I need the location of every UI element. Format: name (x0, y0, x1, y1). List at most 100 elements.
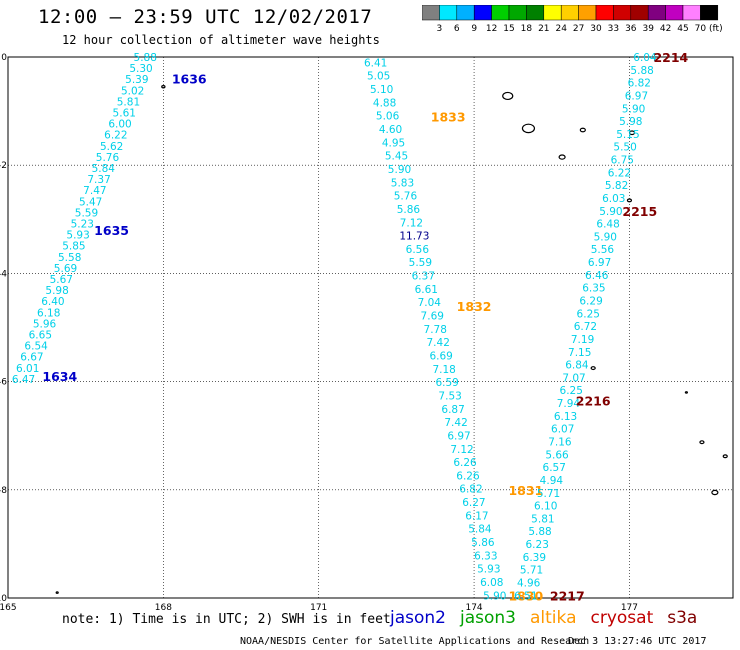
wave-height-value: 6.22 (608, 167, 631, 179)
wave-height-colorbar: 3 6 9 12 15 18 21 24 27 30 33 36 39 42 45 70 (ft) (422, 5, 723, 34)
units-note: note: 1) Time is in UTC; 2) SWH is in fe… (62, 612, 391, 627)
wave-height-value: 5.23 (71, 218, 94, 230)
island-outline (722, 454, 728, 459)
legend-item-s3a: s3a (667, 608, 698, 628)
pass-time-label: 2215 (622, 204, 657, 219)
wave-height-value: 6.47 (12, 374, 35, 386)
source-credit: NOAA/NESDIS Center for Satellite Applica… (240, 636, 590, 647)
jason2-track: 5.885.305.395.025.815.616.006.225.625.76… (12, 52, 207, 386)
wave-height-value: 5.30 (129, 63, 152, 75)
colorbar-tick-label: 18 (521, 24, 533, 34)
wave-height-value: 6.97 (447, 430, 470, 442)
wave-height-value: 6.51 (514, 590, 537, 602)
wave-height-value: 6.56 (406, 244, 430, 256)
wave-height-value: 6.08 (480, 577, 503, 589)
wave-height-value: 5.66 (545, 449, 569, 461)
wave-height-value: 6.69 (429, 350, 452, 362)
wave-height-value: 5.62 (100, 141, 123, 153)
wave-height-value: 4.95 (382, 137, 405, 149)
wave-height-value: 6.59 (435, 377, 458, 389)
wave-height-value: 4.88 (373, 97, 396, 109)
wave-height-value: 5.90 (594, 231, 617, 243)
wave-height-value: 7.47 (83, 185, 106, 197)
longitude-label: 168 (155, 603, 172, 613)
island-outline (684, 391, 688, 394)
colorbar-tick-label: 24 (555, 24, 567, 34)
wave-height-value: 4.60 (379, 124, 402, 136)
wave-height-value: 4.96 (517, 577, 541, 589)
island-outline (699, 440, 705, 445)
wave-height-value: 5.84 (468, 524, 492, 536)
wave-height-value: 6.46 (585, 270, 609, 282)
wave-height-value: 5.59 (409, 257, 432, 269)
colorbar-tick-label: 27 (573, 24, 584, 34)
cryosat-track: 6.045.886.826.975.905.985.155.506.756.22… (514, 50, 688, 603)
wave-height-value: 5.90 (622, 103, 645, 115)
wave-height-value: 5.71 (537, 488, 560, 500)
island-outline (579, 127, 586, 133)
wave-height-value: 6.27 (462, 497, 485, 509)
wave-height-value: 5.61 (113, 107, 136, 119)
wave-height-value: 5.45 (385, 151, 408, 163)
wave-height-value: 7.94 (557, 398, 581, 410)
wave-height-value: 5.76 (394, 191, 418, 203)
colorbar-unit: (ft) (709, 24, 723, 34)
wave-height-value: 5.06 (376, 111, 400, 123)
wave-height-value: 6.23 (526, 539, 549, 551)
wave-height-value: 6.33 (474, 550, 497, 562)
wave-height-value: 5.88 (630, 65, 653, 77)
wave-height-value: 6.87 (441, 404, 464, 416)
wave-height-value: 6.22 (104, 130, 127, 142)
wave-height-value: 6.25 (577, 308, 600, 320)
colorbar-tick-label: 12 (486, 24, 497, 34)
island-outline (521, 123, 536, 134)
island-outline (590, 366, 596, 371)
colorbar-tick-label: 39 (642, 24, 654, 34)
wave-height-value: 6.67 (20, 352, 43, 364)
colorbar-tick-label: 6 (454, 24, 460, 34)
wave-height-value: 6.65 (29, 329, 52, 341)
wave-height-value: 7.12 (400, 217, 423, 229)
wave-height-value: 7.15 (568, 347, 591, 359)
map-subtitle: 12 hour collection of altimeter wave hei… (62, 33, 380, 47)
wave-height-value: 6.26 (456, 470, 480, 482)
colorbar-tick-label: 36 (625, 24, 637, 34)
longitude-label: 165 (0, 603, 17, 613)
wave-height-value: 6.18 (37, 307, 60, 319)
wave-height-value: 5.71 (520, 565, 543, 577)
wave-height-value: 5.85 (62, 241, 85, 253)
wave-height-value: 7.37 (87, 174, 110, 186)
altika-track: 6.415.055.104.885.064.604.955.455.905.83… (364, 57, 544, 603)
pass-time-label: 1634 (42, 369, 77, 384)
wave-height-value: 6.82 (459, 484, 482, 496)
colorbar-tick-label: 3 (437, 24, 443, 34)
wave-height-value: 6.97 (625, 90, 648, 102)
wave-height-value: 7.78 (424, 324, 447, 336)
map-title: 12:00 — 23:59 UTC 12/02/2017 (38, 6, 373, 28)
island-outline (628, 130, 636, 136)
wave-height-value: 7.69 (421, 311, 444, 323)
pass-time-label: 1832 (457, 299, 492, 314)
legend-item-jason2: jason2 (390, 608, 446, 628)
wave-height-value: 6.84 (565, 360, 589, 372)
wave-height-value: 6.01 (16, 363, 39, 375)
island-outline (502, 91, 514, 101)
wave-height-value: 7.53 (438, 390, 461, 402)
wave-height-value: 5.88 (134, 52, 157, 64)
colorbar-tick-label: 30 (590, 24, 602, 34)
latitude-label: -10 (0, 594, 7, 604)
colorbar-swatch (700, 5, 719, 21)
wave-height-value: 5.81 (117, 96, 140, 108)
wave-height-value: 5.86 (471, 537, 495, 549)
wave-height-value: 7.18 (432, 364, 455, 376)
wave-height-value: 7.16 (548, 436, 572, 448)
island-outline (711, 489, 719, 496)
wave-height-value: 5.84 (92, 163, 116, 175)
pass-time-label: 2216 (576, 394, 611, 409)
wave-height-value: 5.59 (75, 207, 98, 219)
wave-height-value: 6.40 (41, 296, 64, 308)
latitude-label: -6 (0, 378, 7, 388)
wave-height-value: 6.48 (596, 219, 619, 231)
wave-height-value: 7.04 (418, 297, 442, 309)
